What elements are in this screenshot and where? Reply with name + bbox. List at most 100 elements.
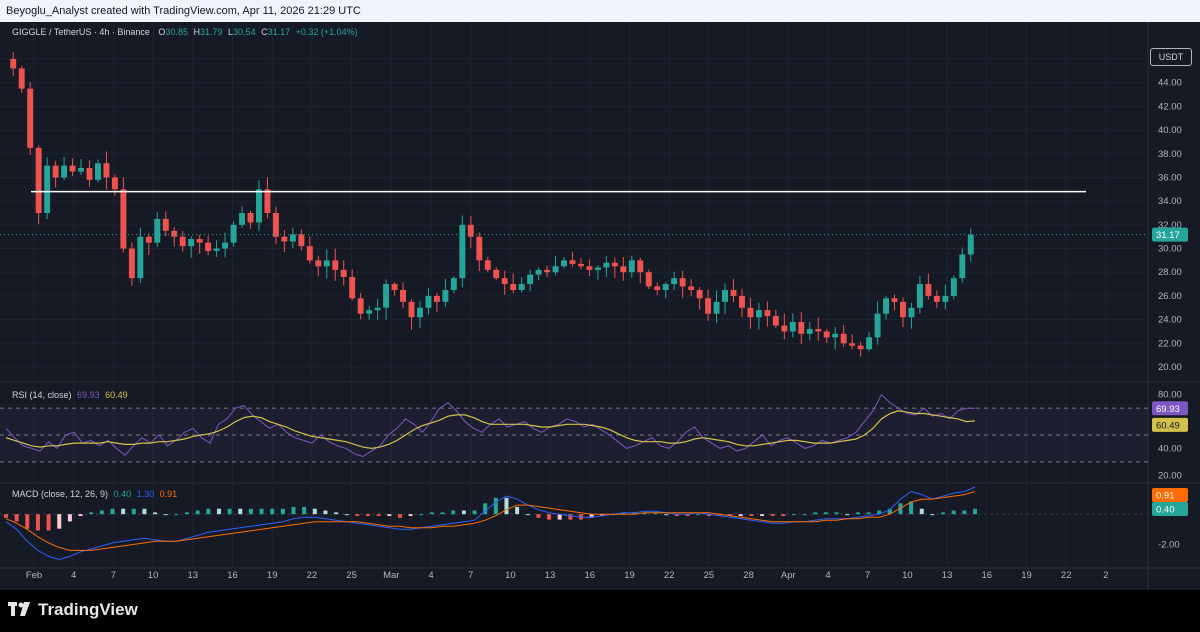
candle-body <box>400 290 406 302</box>
brand-text: TradingView <box>38 600 138 619</box>
macd-histogram-bar <box>185 512 190 515</box>
macd-histogram-bar <box>461 510 466 515</box>
macd-histogram-bar <box>259 508 264 515</box>
candle-body <box>679 278 686 287</box>
candle-body <box>69 165 76 172</box>
candle-body <box>722 290 728 302</box>
macd-histogram-bar <box>834 512 839 515</box>
chart-svg[interactable]: 46.0044.0042.0040.0038.0036.0034.0032.00… <box>0 22 1200 590</box>
price-tick-label: 22.00 <box>1158 338 1182 349</box>
macd-histogram-bar <box>855 512 860 515</box>
candle-body <box>289 234 296 242</box>
candle-body <box>450 278 457 290</box>
candle-body <box>306 246 313 261</box>
candle-body <box>535 269 542 275</box>
macd-histogram-bar <box>525 514 530 516</box>
macd-histogram-bar <box>121 508 126 515</box>
low-label: L <box>228 27 234 37</box>
candle-body <box>518 284 525 290</box>
macd-histogram-bar <box>291 506 296 515</box>
time-tick-label: 13 <box>942 570 953 581</box>
candle-body <box>408 301 415 318</box>
macd-histogram-bar <box>941 512 946 515</box>
candle-body <box>789 321 796 332</box>
macd-histogram-bar <box>14 514 19 522</box>
candle-body <box>272 213 279 237</box>
candle-body <box>493 269 500 279</box>
time-tick-label: 13 <box>545 570 556 581</box>
high-value: 31.79 <box>199 27 223 37</box>
candle-body <box>832 333 839 338</box>
candle-body <box>425 295 432 308</box>
candle-body <box>900 301 906 318</box>
macd-histogram-bar <box>238 508 243 515</box>
candle-body <box>645 272 652 287</box>
candle-body <box>916 284 923 308</box>
macd-histogram-bar <box>515 506 520 515</box>
macd-histogram-bar <box>163 514 168 516</box>
candle-body <box>213 248 220 251</box>
macd-histogram-bar <box>89 512 94 515</box>
candle-body <box>713 301 720 314</box>
candle-body <box>145 236 152 243</box>
time-tick-label: 4 <box>825 570 830 581</box>
candle-body <box>620 266 627 273</box>
rsi-label: RSI (14, close) <box>12 390 72 400</box>
candle-body <box>298 234 305 247</box>
candle-body <box>501 278 508 285</box>
price-tick-label: 24.00 <box>1158 315 1182 326</box>
close-value: 31.17 <box>267 27 291 37</box>
macd-histogram-bar <box>483 503 488 515</box>
candle-body <box>908 307 915 318</box>
candle-body <box>967 234 974 255</box>
candle-body <box>154 218 161 243</box>
candle-body <box>383 284 390 308</box>
candle-body <box>86 167 93 180</box>
candle-body <box>247 213 254 223</box>
candle-body <box>27 88 34 148</box>
candle-body <box>476 236 483 261</box>
candle-body <box>52 165 59 178</box>
macd-histogram-bar <box>387 514 392 516</box>
candle-body <box>747 307 754 318</box>
axes: 46.0044.0042.0040.0038.0036.0034.0032.00… <box>26 54 1188 581</box>
macd-histogram-bar <box>429 512 434 515</box>
macd-histogram-bar <box>206 508 211 515</box>
time-tick-label: Apr <box>781 570 796 581</box>
candle-series <box>0 51 1148 357</box>
candle-body <box>671 278 678 285</box>
macd-histogram-bar <box>664 514 669 516</box>
candle-body <box>891 298 898 302</box>
macd-histogram-bar <box>216 508 221 515</box>
macd-value-label: 0.40 <box>1156 505 1175 516</box>
candle-body <box>739 295 745 308</box>
candle-body <box>950 278 957 296</box>
chart-area[interactable]: 46.0044.0042.0040.0038.0036.0034.0032.00… <box>0 22 1200 590</box>
macd-histogram-bar <box>248 508 253 515</box>
macd-histogram-bar <box>632 512 637 515</box>
tradingview-logo-icon <box>8 602 30 616</box>
macd-histogram-bar <box>973 508 977 515</box>
macd-histogram-bar <box>131 508 136 515</box>
time-tick-label: 4 <box>71 570 76 581</box>
macd-histogram-bar <box>685 514 690 516</box>
macd-label: MACD (close, 12, 26, 9) <box>12 489 109 499</box>
macd-histogram-bar <box>887 508 892 515</box>
macd-histogram-bar <box>791 514 796 516</box>
candle-body <box>78 167 84 172</box>
symbol-title: GIGGLE / TetherUS · 4h · Binance <box>12 27 150 37</box>
candle-body <box>323 260 330 267</box>
currency-button[interactable]: USDT <box>1150 48 1192 66</box>
macd-histogram-bar <box>951 510 956 515</box>
macd-histogram-bar <box>78 514 83 516</box>
macd-histogram-bar <box>334 512 339 515</box>
candle-body <box>561 260 567 267</box>
macd-histogram-bar <box>930 514 935 516</box>
macd-histogram-bar <box>568 514 573 520</box>
price-tick-label: 42.00 <box>1158 101 1182 112</box>
candle-body <box>578 263 584 267</box>
hist-value-badge <box>1152 488 1188 502</box>
macd-histogram-bar <box>153 512 158 515</box>
candle-body <box>349 276 356 299</box>
candle-body <box>137 236 144 279</box>
